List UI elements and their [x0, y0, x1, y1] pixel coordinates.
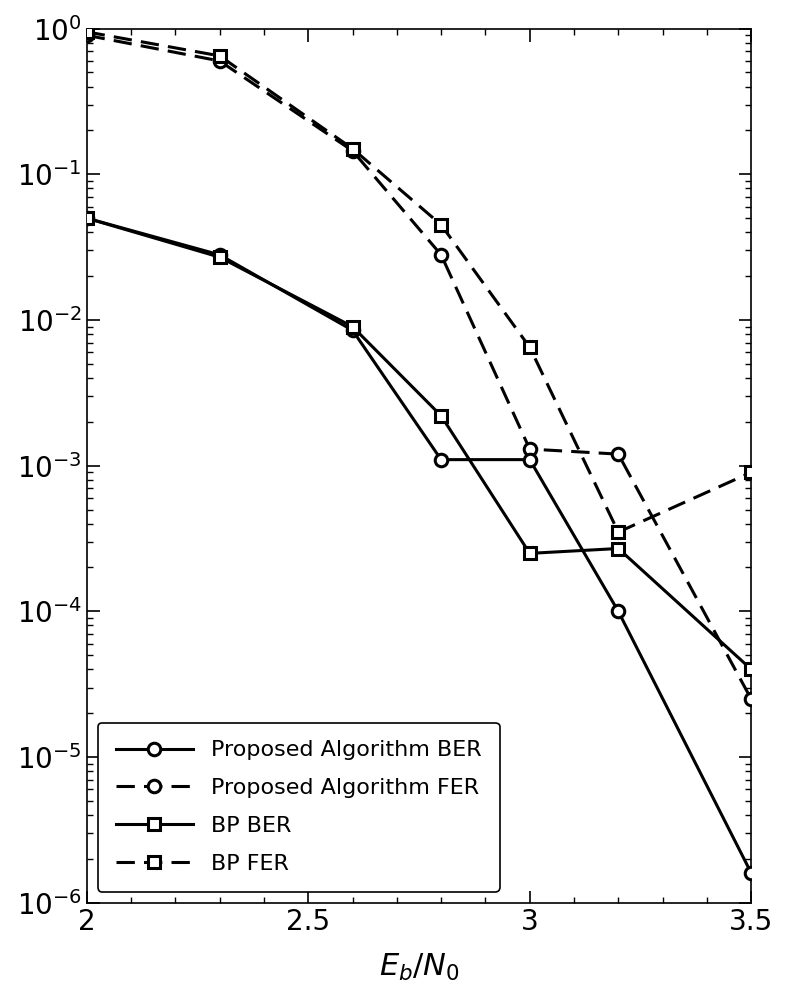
Line: Proposed Algorithm FER: Proposed Algorithm FER — [81, 29, 758, 705]
Line: BP BER: BP BER — [81, 212, 758, 676]
Line: BP FER: BP FER — [81, 26, 758, 538]
Proposed Algorithm FER — [215, 55, 224, 67]
Proposed Algorithm BER — [747, 867, 756, 879]
BP FER — [348, 143, 357, 155]
BP BER — [436, 410, 446, 422]
BP FER — [525, 341, 535, 353]
Proposed Algorithm FER — [614, 448, 623, 460]
BP BER — [525, 547, 535, 559]
BP BER — [348, 321, 357, 333]
Line: Proposed Algorithm BER: Proposed Algorithm BER — [81, 212, 758, 879]
Proposed Algorithm FER — [525, 443, 535, 455]
BP FER — [215, 50, 224, 62]
Proposed Algorithm BER — [215, 249, 224, 261]
Proposed Algorithm BER — [348, 324, 357, 336]
BP BER — [82, 212, 92, 224]
BP FER — [436, 219, 446, 231]
Proposed Algorithm BER — [82, 212, 92, 224]
X-axis label: $\mathit{E_b/N_0}$: $\mathit{E_b/N_0}$ — [378, 952, 460, 983]
BP BER — [215, 251, 224, 263]
Proposed Algorithm FER — [348, 145, 357, 157]
Proposed Algorithm FER — [436, 249, 446, 261]
BP BER — [614, 543, 623, 555]
Proposed Algorithm FER — [82, 29, 92, 41]
BP FER — [747, 466, 756, 478]
BP BER — [747, 663, 756, 675]
Proposed Algorithm BER — [525, 454, 535, 466]
Legend: Proposed Algorithm BER, Proposed Algorithm FER, BP BER, BP FER: Proposed Algorithm BER, Proposed Algorit… — [98, 723, 499, 892]
BP FER — [82, 26, 92, 38]
Proposed Algorithm BER — [436, 454, 446, 466]
BP FER — [614, 526, 623, 538]
Proposed Algorithm FER — [747, 693, 756, 705]
Proposed Algorithm BER — [614, 605, 623, 617]
